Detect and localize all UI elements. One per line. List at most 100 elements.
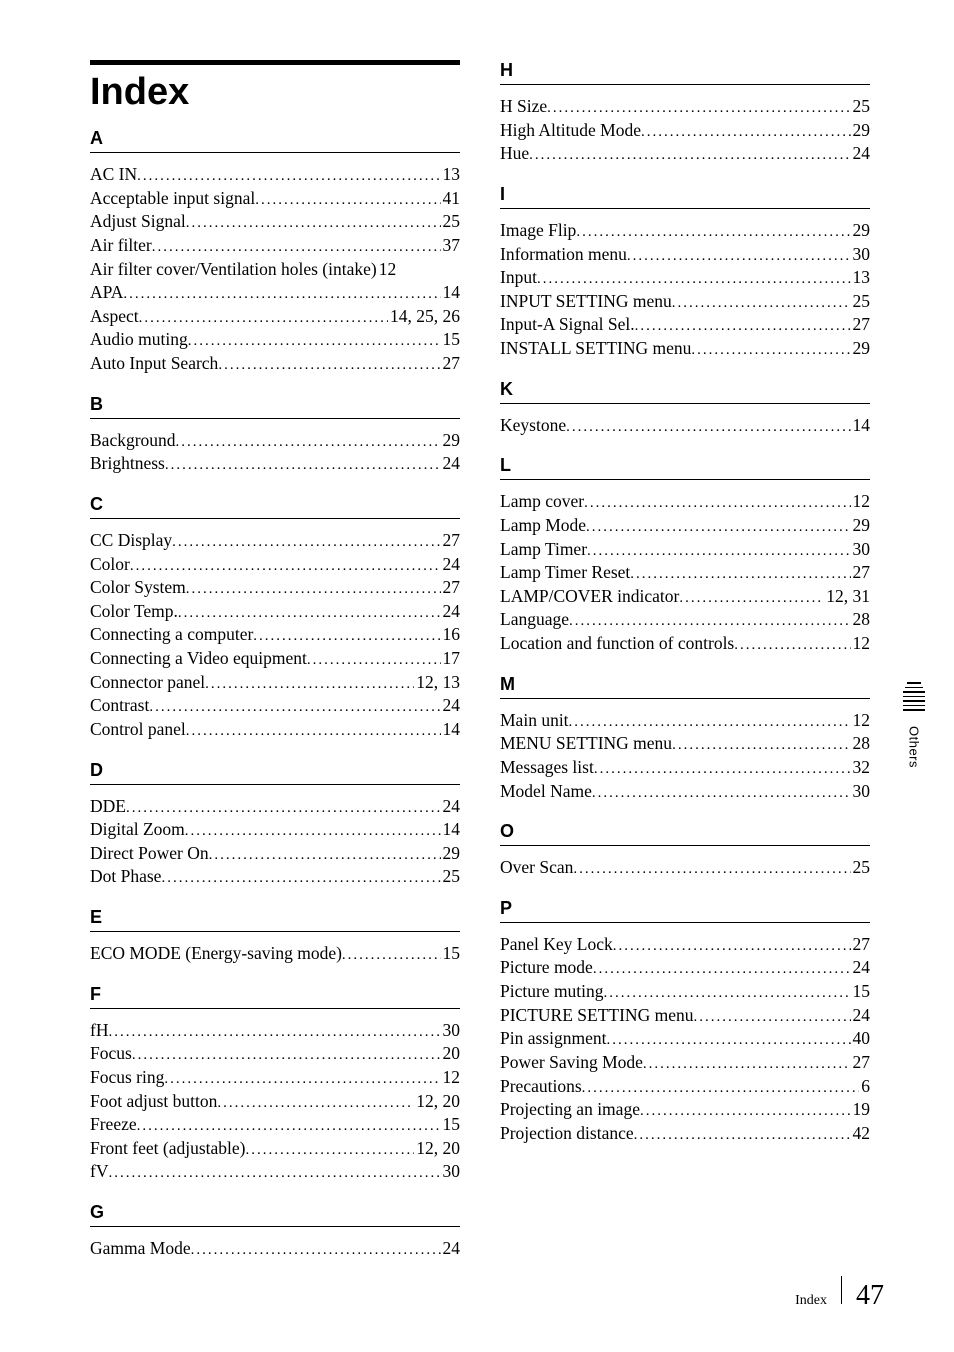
index-entry: Pin assignment40 [500, 1027, 870, 1051]
index-entry: Adjust Signal25 [90, 210, 460, 234]
entry-page: 15 [851, 980, 871, 1004]
entry-label: Picture muting [500, 980, 604, 1004]
index-entry: fV 30 [90, 1160, 460, 1184]
section-header-a: A [90, 128, 460, 153]
entry-label: APA [90, 281, 123, 305]
entry-page: 27 [851, 1051, 871, 1075]
entry-page: 28 [851, 608, 871, 632]
entry-page: 24 [851, 956, 871, 980]
entry-page: 20 [441, 1042, 461, 1066]
entry-label: Acceptable input signal [90, 187, 255, 211]
index-entry: Keystone14 [500, 414, 870, 438]
entry-page: 15 [441, 1113, 461, 1137]
entry-page: 37 [441, 234, 461, 258]
entry-page: 12, 13 [414, 671, 460, 695]
entry-dots [137, 163, 440, 187]
entry-page: 29 [851, 337, 871, 361]
entry-dots [566, 414, 850, 438]
entry-page: 24 [441, 795, 461, 819]
entry-label: Keystone [500, 414, 566, 438]
entry-label: Background [90, 429, 176, 453]
entry-page: 28 [851, 732, 871, 756]
title-block: Index [90, 60, 460, 114]
index-entry: Power Saving Mode27 [500, 1051, 870, 1075]
entry-page: 30 [441, 1019, 461, 1043]
entry-dots [342, 942, 441, 966]
entry-page: 32 [851, 756, 871, 780]
entry-label: Connecting a Video equipment [90, 647, 307, 671]
entry-dots [594, 756, 851, 780]
entry-label: AC IN [90, 163, 137, 187]
entry-dots [679, 585, 824, 609]
page-title: Index [90, 71, 460, 114]
entry-dots [108, 1019, 440, 1043]
entry-page: 12 [377, 258, 397, 282]
entry-dots [635, 313, 851, 337]
entry-page: 24 [851, 1004, 871, 1028]
entry-label: Digital Zoom [90, 818, 185, 842]
entry-dots [137, 1113, 441, 1137]
entry-page: 30 [441, 1160, 461, 1184]
entry-label: fV [90, 1160, 108, 1184]
tab-lines-icon [903, 682, 925, 720]
section-header-f: F [90, 984, 460, 1009]
entry-page: 24 [441, 452, 461, 476]
entry-label: Control panel [90, 718, 186, 742]
entry-dots [139, 305, 388, 329]
entry-dots [165, 452, 441, 476]
index-entry: Main unit12 [500, 709, 870, 733]
section-header-k: K [500, 379, 870, 404]
entry-label: CC Display [90, 529, 172, 553]
index-entry: APA 14 [90, 281, 460, 305]
entry-dots [587, 538, 850, 562]
entry-page: 27 [851, 313, 871, 337]
entry-dots [108, 1160, 440, 1184]
entry-label: Gamma Mode [90, 1237, 191, 1261]
entry-label: INSTALL SETTING menu [500, 337, 691, 361]
index-entry: Model Name30 [500, 780, 870, 804]
index-entry: Dot Phase25 [90, 865, 460, 889]
side-tab: Others [902, 682, 926, 768]
entry-page: 41 [441, 187, 461, 211]
entry-dots [672, 732, 850, 756]
entry-label: Hue [500, 142, 529, 166]
index-entry: Control panel14 [90, 718, 460, 742]
index-entry: Lamp cover12 [500, 490, 870, 514]
entry-dots [569, 608, 851, 632]
entry-page: 14 [441, 281, 461, 305]
entry-dots [606, 1027, 850, 1051]
entry-dots [217, 1090, 414, 1114]
entry-dots [149, 694, 440, 718]
entry-page: 19 [851, 1098, 871, 1122]
entry-dots [161, 865, 440, 889]
entry-label: Location and function of controls [500, 632, 734, 656]
index-entry: Messages list 32 [500, 756, 870, 780]
entry-dots [123, 281, 440, 305]
index-entry: Connecting a Video equipment17 [90, 647, 460, 671]
entry-page: 24 [441, 600, 461, 624]
entry-page: 30 [851, 243, 871, 267]
entry-page: 30 [851, 538, 871, 562]
entry-dots [593, 956, 851, 980]
entry-dots [186, 718, 441, 742]
entry-page: 13 [441, 163, 461, 187]
index-entry: Color Temp.24 [90, 600, 460, 624]
entry-page: 12, 20 [414, 1090, 460, 1114]
entry-dots [547, 95, 850, 119]
index-entry: CC Display27 [90, 529, 460, 553]
section-header-l: L [500, 455, 870, 480]
index-entry: Language28 [500, 608, 870, 632]
entry-dots [691, 337, 850, 361]
entry-dots [186, 210, 441, 234]
entry-dots [640, 1098, 851, 1122]
footer-label: Index [795, 1293, 827, 1309]
index-entry: DDE24 [90, 795, 460, 819]
entry-label: Messages list [500, 756, 594, 780]
index-entry: AC IN 13 [90, 163, 460, 187]
right-column: HH Size25High Altitude Mode29Hue24IImage… [500, 60, 870, 1261]
entry-label: Main unit [500, 709, 569, 733]
section-header-o: O [500, 821, 870, 846]
entry-label: fH [90, 1019, 108, 1043]
entry-label: Input-A Signal Sel. [500, 313, 635, 337]
entry-page: 24 [441, 694, 461, 718]
